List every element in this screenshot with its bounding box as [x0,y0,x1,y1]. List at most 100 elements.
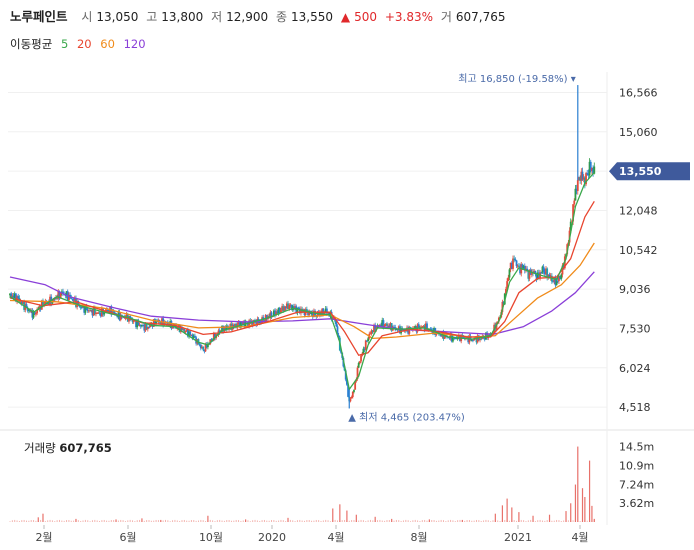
volume-bar [567,520,569,522]
volume-spike [548,514,551,522]
volume-bar [499,520,501,522]
candle-body [393,326,395,328]
volume-bar [407,520,409,522]
volume-bar [579,520,581,522]
candle-body [313,310,315,317]
volume-spike [160,519,162,522]
volume-bar [344,519,346,522]
candle-body [255,321,258,325]
volume-spike [591,505,593,522]
ma-legend-20[interactable]: 20 [76,37,92,51]
volume-tick-label: 10.9m [619,459,654,472]
x-tick-label: 10월 [199,531,223,544]
volume-tick-label: 14.5m [619,441,654,454]
volume-bar [365,521,367,522]
candle-body [356,367,359,379]
candle-body [542,266,545,272]
volume-bar [70,520,72,522]
candle-body [475,338,478,343]
candle-body [579,177,582,181]
candle-body [112,311,115,313]
candle-body [483,337,486,340]
volume-bar [242,520,244,522]
volume-bar [289,519,291,522]
volume-bar [18,520,20,522]
volume-bar [223,520,225,522]
volume-bar [381,520,383,522]
volume-bar [556,519,558,522]
candle-body [353,389,355,392]
candle-body [108,310,110,313]
candle-body [526,268,529,272]
volume-tick-label: 7.24m [619,478,654,491]
volume-bar [9,521,11,522]
candle-body [298,308,301,314]
volume-bar [153,520,155,522]
y-tick-label: 6,024 [619,362,651,375]
candle-body [26,307,29,311]
candle-body [75,298,77,307]
volume-bar [523,520,525,522]
volume-bar [551,520,553,522]
volume-bar [421,520,423,522]
volume-bar [377,520,379,522]
volume-bar [452,520,454,522]
candle-body [452,336,454,342]
candle-body [136,321,139,328]
candle-body [349,398,352,402]
volume-bar [360,519,362,522]
candle-body [214,333,216,339]
volume-bar [195,520,197,522]
volume-spike [374,516,376,522]
volume-bar [268,520,270,522]
ma-legend-120[interactable]: 120 [123,37,146,51]
ma-legend-60[interactable]: 60 [100,37,115,51]
candle-body [189,331,192,336]
candle-body [27,309,30,311]
candle-body [534,270,537,275]
volume-spike [115,519,117,522]
volume-bar [358,520,360,522]
volume-bar [388,520,390,522]
volume-bar [334,519,336,522]
candle-body [105,309,108,311]
candle-body [265,315,268,320]
candle-body [16,296,18,302]
volume-bar [327,520,329,522]
x-tick-label: 2월 [35,531,52,544]
candle-body [440,334,443,337]
candle-body [218,330,221,333]
candle-body [357,363,360,368]
volume-bar [188,520,190,522]
candle-body [59,292,62,299]
volume-bar [313,520,315,522]
ma-legend-5[interactable]: 5 [60,37,69,51]
high-annotation: 최고 16,850 (-19.58%) ▾ [458,73,576,85]
volume-spike [518,512,520,522]
candle-body [384,323,387,325]
volume-bar [117,520,119,522]
candle-body [448,337,451,339]
candle-body [571,221,573,223]
candle-body [43,303,46,305]
candle-body [587,173,590,176]
candle-body [395,329,398,331]
volume-bar [395,519,397,522]
volume-bar [169,521,171,522]
change-value: 500 [354,10,377,24]
change-percent: +3.83% [384,10,433,24]
volume-spike [428,519,430,522]
candle-body [588,161,591,176]
y-tick-label: 7,530 [619,322,651,335]
candle-body [100,308,103,317]
volume-bar [440,519,442,522]
candle-body [146,327,149,330]
candle-body [420,326,423,329]
volume-panel-label: 거래량 [24,441,56,455]
candle-body [389,323,392,328]
volume-bar [534,521,536,522]
volume-bar [329,521,331,522]
candle-body [585,173,587,185]
volume-bar [172,520,174,522]
